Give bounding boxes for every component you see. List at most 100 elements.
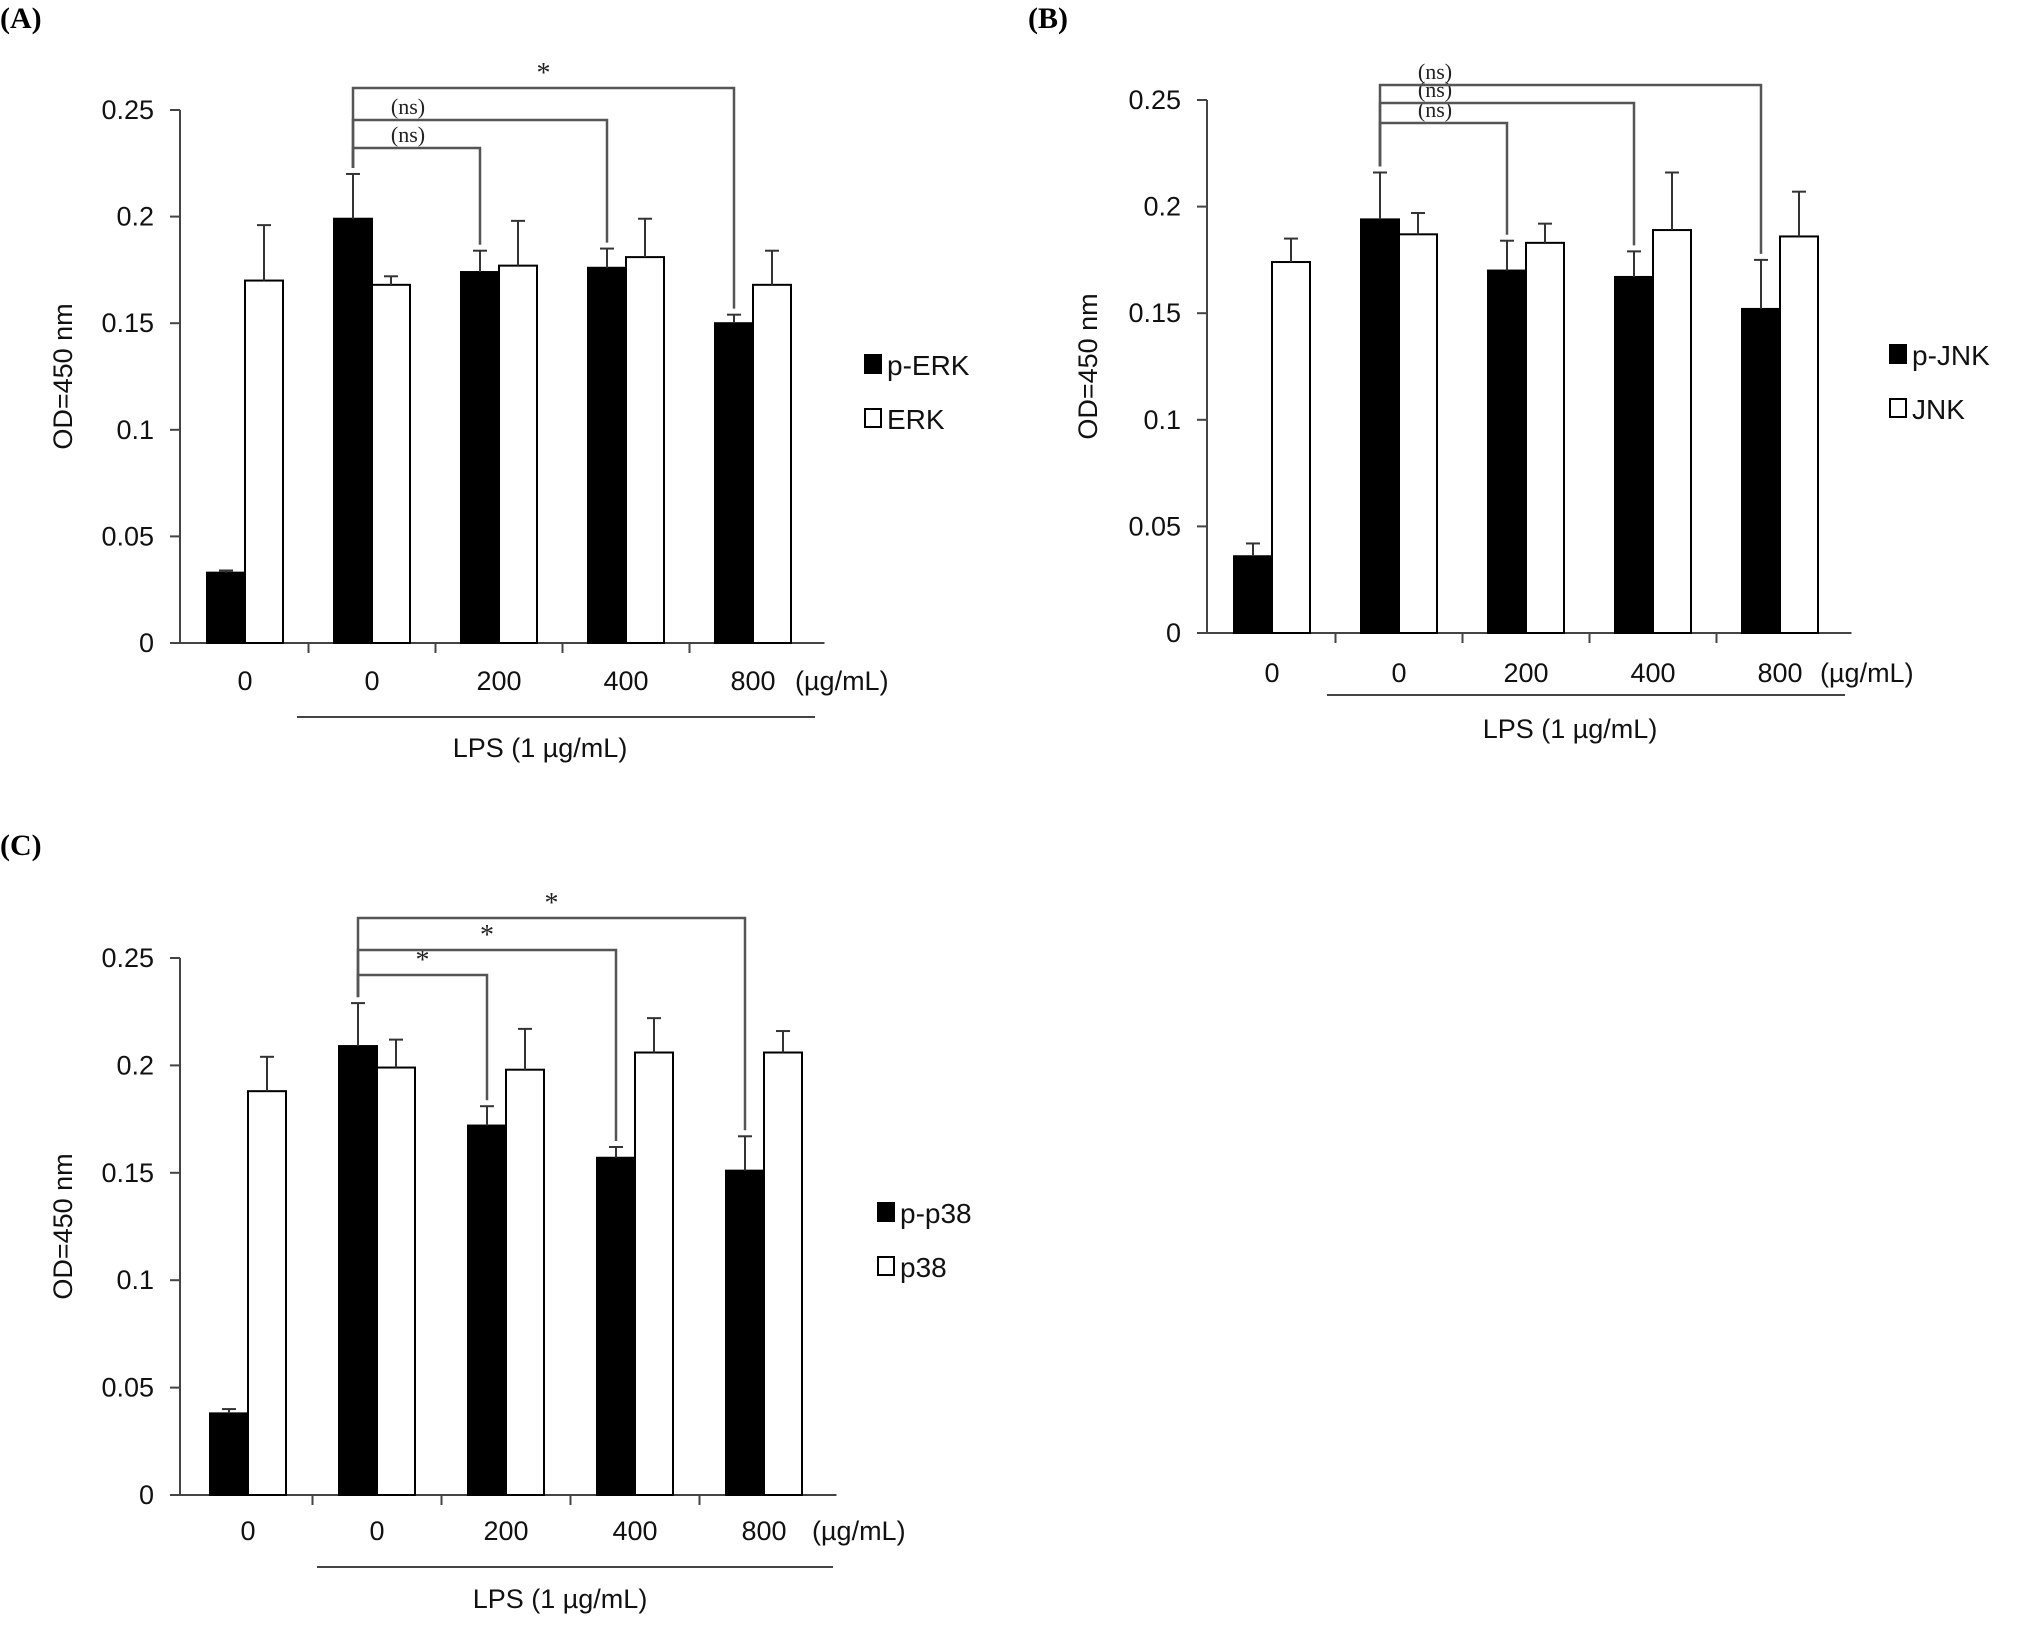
significance-label: (ns)	[391, 122, 425, 147]
y-axis-title: OD=450 nm	[48, 1153, 78, 1299]
bar-erk	[371, 283, 411, 644]
bar-p-erk	[714, 322, 754, 644]
x-tick-label: 400	[612, 1516, 657, 1546]
bar-erk	[498, 264, 538, 644]
legend-label: ERK	[887, 404, 945, 435]
significance-label: *	[537, 58, 551, 89]
y-axis-title: OD=450 nm	[48, 303, 78, 449]
significance-bracket	[1378, 121, 1509, 235]
x-tick-label: 400	[1630, 658, 1675, 688]
significance-label: (ns)	[1418, 97, 1452, 122]
x-tick-label: 200	[476, 666, 521, 696]
legend-swatch	[1889, 398, 1907, 418]
treatment-label: LPS (1 µg/mL)	[453, 733, 628, 763]
significance-bracket	[1378, 83, 1763, 254]
bar-p-jnk	[1741, 307, 1781, 634]
y-tick-label: 0.15	[101, 1158, 154, 1188]
bar-p38	[247, 1090, 287, 1497]
bar-p38	[763, 1051, 803, 1496]
legend-swatch	[864, 354, 882, 374]
y-tick-label: 0.25	[101, 95, 154, 125]
x-unit-label: (µg/mL)	[795, 666, 889, 696]
significance-label: *	[480, 920, 494, 951]
significance-label: (ns)	[391, 94, 425, 119]
bar-p38	[376, 1066, 416, 1496]
bar-p-jnk	[1360, 218, 1400, 634]
x-unit-label: (µg/mL)	[812, 1516, 906, 1546]
bar-p-erk	[587, 266, 627, 644]
bar-jnk	[1271, 261, 1311, 634]
bar-jnk	[1525, 241, 1565, 634]
y-tick-label: 0.15	[101, 308, 154, 338]
x-tick-label: 0	[1391, 658, 1406, 688]
significance-label: (ns)	[1418, 59, 1452, 84]
y-tick-label: 0.15	[1128, 298, 1181, 328]
y-tick-label: 0	[139, 1480, 154, 1510]
y-tick-label: 0.2	[116, 1050, 154, 1080]
bar-p-erk	[206, 571, 246, 644]
bar-jnk	[1779, 235, 1819, 634]
y-axis-title: OD=450 nm	[1073, 293, 1103, 439]
x-tick-label: 0	[240, 1516, 255, 1546]
bar-erk	[625, 256, 665, 644]
chart-panel: (C) 0 0.05 0.1 0.15 0.2 0.25 OD=450 nm 0 0 200 400 8…	[0, 829, 972, 1614]
x-tick-label: 0	[1264, 658, 1279, 688]
chart-panel: (A) 0 0.05 0.1 0.15 0.2 0.25 OD=450 nm 0 0 200 400 8…	[0, 2, 970, 763]
treatment-label: LPS (1 µg/mL)	[1483, 714, 1658, 744]
legend-swatch	[877, 1256, 895, 1276]
significance-label: (ns)	[1418, 77, 1452, 102]
legend-label: p-JNK	[1912, 340, 1990, 371]
panel-letter: (C)	[0, 829, 42, 862]
bar-p-erk	[333, 217, 373, 644]
treatment-label: LPS (1 µg/mL)	[473, 1584, 648, 1614]
x-tick-label: 0	[369, 1516, 384, 1546]
y-tick-label: 0.25	[101, 943, 154, 973]
y-tick-label: 0.25	[1128, 85, 1181, 115]
y-tick-label: 0.2	[1143, 192, 1181, 222]
bar-p-jnk	[1614, 275, 1654, 634]
significance-bracket	[351, 86, 736, 309]
x-tick-label: 800	[730, 666, 775, 696]
bar-p-p38	[209, 1412, 249, 1496]
panel-letter: (B)	[1028, 2, 1068, 35]
legend-label: p-ERK	[887, 350, 970, 381]
panel-letter: (A)	[0, 2, 42, 35]
y-tick-label: 0.05	[1128, 511, 1181, 541]
bar-jnk	[1652, 229, 1692, 634]
chart-panel: (B) 0 0.05 0.1 0.15 0.2 0.25 OD=450 nm 0 0 200 400 8…	[1028, 2, 1990, 744]
x-tick-label: 200	[483, 1516, 528, 1546]
legend-label: p38	[900, 1252, 947, 1283]
bar-p-p38	[467, 1124, 507, 1496]
significance-bracket	[356, 916, 747, 1131]
y-tick-label: 0.05	[101, 521, 154, 551]
legend-label: p-p38	[900, 1198, 972, 1229]
x-unit-label: (µg/mL)	[1820, 658, 1914, 688]
x-tick-label: 200	[1503, 658, 1548, 688]
bar-erk	[752, 283, 792, 644]
y-tick-label: 0.1	[116, 415, 154, 445]
significance-label: *	[545, 888, 559, 919]
bar-p-jnk	[1487, 269, 1527, 634]
legend-swatch	[877, 1202, 895, 1222]
y-tick-label: 0.1	[116, 1265, 154, 1295]
legend-label: JNK	[1912, 394, 1965, 425]
y-tick-label: 0.2	[116, 202, 154, 232]
bar-p-p38	[596, 1156, 636, 1497]
y-tick-label: 0	[1166, 618, 1181, 648]
bar-erk	[244, 279, 284, 644]
x-tick-label: 800	[1757, 658, 1802, 688]
y-tick-label: 0	[139, 628, 154, 658]
bar-p-p38	[338, 1045, 378, 1496]
bar-p-erk	[460, 271, 500, 644]
legend-swatch	[864, 408, 882, 428]
x-tick-label: 400	[603, 666, 648, 696]
x-tick-label: 800	[741, 1516, 786, 1546]
bar-p38	[634, 1051, 674, 1496]
bar-p-p38	[725, 1169, 765, 1496]
significance-label: *	[416, 945, 430, 976]
y-tick-label: 0.1	[1143, 405, 1181, 435]
y-tick-label: 0.05	[101, 1373, 154, 1403]
bar-p-jnk	[1233, 555, 1273, 634]
x-tick-label: 0	[364, 666, 379, 696]
